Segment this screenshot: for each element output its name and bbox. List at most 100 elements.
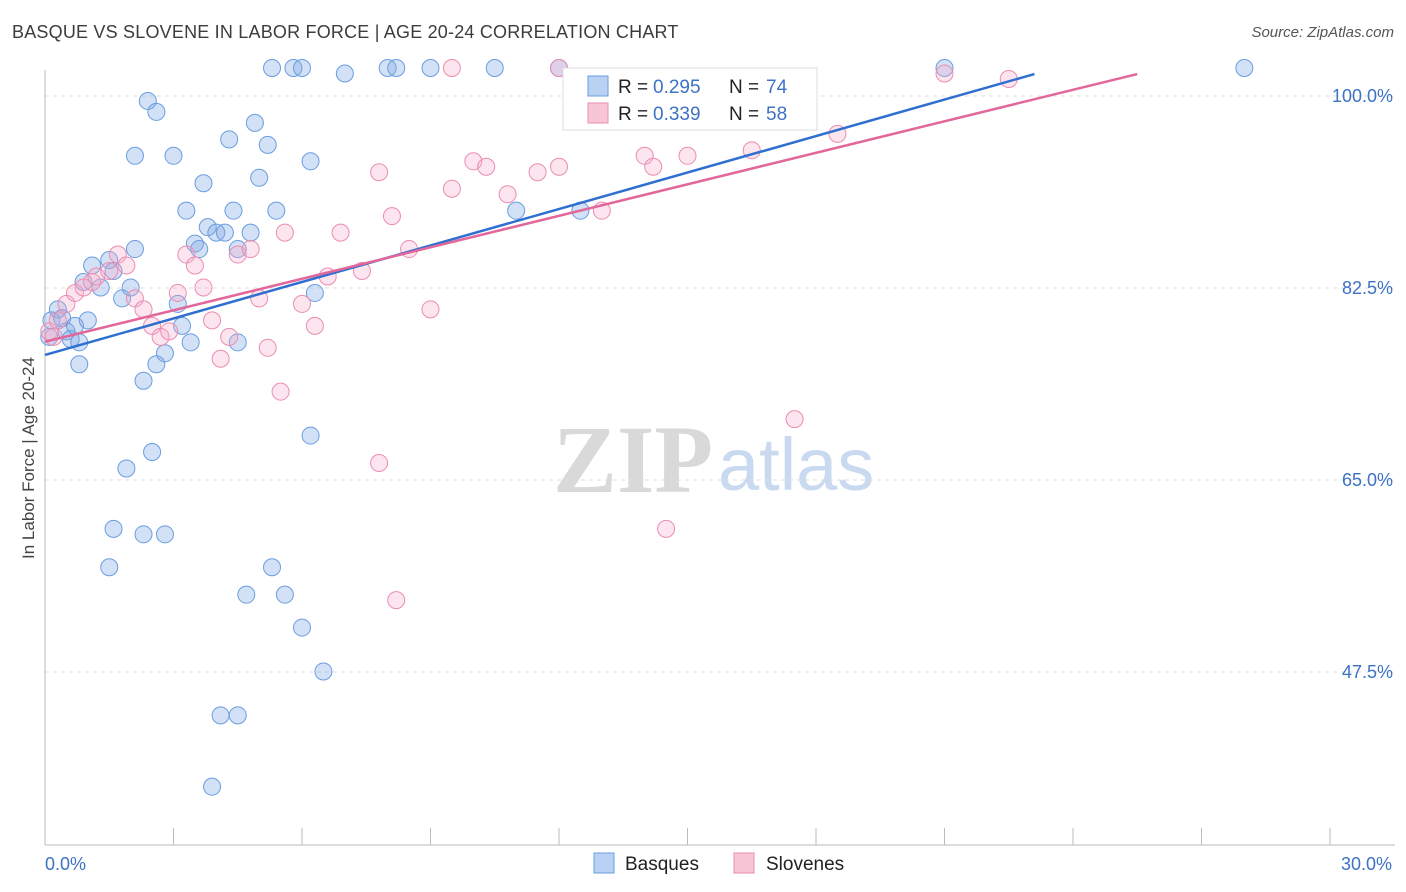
basques-point xyxy=(267,201,286,220)
slovenes-point xyxy=(185,256,204,275)
basques-point xyxy=(293,618,311,637)
slovenes-point xyxy=(644,157,663,176)
slovenes-point xyxy=(678,146,697,165)
legend-n-value-basques: 74 xyxy=(766,77,788,98)
slovenes-point xyxy=(305,316,324,335)
basques-point xyxy=(220,130,239,149)
watermark-atlas: atlas xyxy=(718,423,874,506)
slovenes-point xyxy=(74,278,93,297)
basques-point xyxy=(104,519,123,538)
x-tick-label-min: 0.0% xyxy=(45,854,86,874)
slovenes-point xyxy=(382,207,401,226)
y-tick-label: 100.0% xyxy=(1332,86,1393,106)
basques-point xyxy=(335,64,354,83)
axes xyxy=(44,70,1395,846)
basques-point xyxy=(83,256,102,275)
basques-point xyxy=(301,426,320,445)
legend-stats: R = 0.295 N = 74 R = 0.339 N = 58 xyxy=(562,67,818,131)
slovenes-point xyxy=(550,157,568,176)
legend-swatch-slovenes xyxy=(587,102,609,124)
trend-lines xyxy=(44,72,1138,357)
slovenes-point xyxy=(211,349,230,368)
x-tick-label-max: 30.0% xyxy=(1341,854,1392,874)
legend-bottom-label-slovenes: Slovenes xyxy=(766,854,844,875)
slovenes-trend-line xyxy=(44,72,1138,343)
slovenes-point xyxy=(785,410,804,429)
basques-point xyxy=(245,113,264,132)
basques-point xyxy=(224,201,243,220)
y-tick-label: 82.5% xyxy=(1342,278,1393,298)
slovenes-point xyxy=(271,382,290,401)
slovenes-point xyxy=(370,163,389,182)
basques-point xyxy=(228,706,247,725)
basques-point xyxy=(164,146,183,165)
slovenes-point xyxy=(203,311,222,330)
y-tick-label: 65.0% xyxy=(1342,470,1393,490)
basques-point xyxy=(263,558,282,577)
slovenes-point xyxy=(387,591,406,610)
slovenes-point xyxy=(258,338,277,357)
legend-r-value-basques: 0.295 xyxy=(653,77,701,98)
basques-point xyxy=(228,333,247,352)
basques-point xyxy=(147,102,166,121)
legend-r-value-slovenes: 0.339 xyxy=(653,104,701,125)
legend-n-value-slovenes: 58 xyxy=(766,104,787,125)
basques-point xyxy=(301,152,320,171)
legend-r-label-slovenes: R = xyxy=(618,104,653,125)
basques-point xyxy=(121,278,140,297)
basques-point xyxy=(143,443,162,462)
basques-point xyxy=(125,146,144,165)
slovenes-point xyxy=(370,454,389,472)
x-ticks xyxy=(44,828,1331,845)
basques-point xyxy=(100,251,119,270)
watermark-zip: ZIP xyxy=(553,406,713,513)
slovenes-point xyxy=(657,519,676,538)
y-axis-label: In Labor Force | Age 20-24 xyxy=(19,357,38,559)
basques-point xyxy=(314,662,333,681)
slovenes-point xyxy=(48,311,67,330)
slovenes-point xyxy=(160,322,179,341)
basques-point xyxy=(421,59,440,78)
basques-point xyxy=(237,585,256,604)
basques-point xyxy=(293,59,311,78)
basques-point xyxy=(155,344,174,363)
basques-point xyxy=(215,223,234,242)
basques-point xyxy=(305,283,324,302)
basques-point xyxy=(78,311,97,330)
legend-r-label-basques: R = xyxy=(618,77,653,98)
slovenes-point xyxy=(442,179,461,198)
slovenes-point xyxy=(293,294,311,313)
basques-points xyxy=(40,59,1254,796)
basques-point xyxy=(935,59,954,78)
slovenes-point xyxy=(168,283,187,302)
legend-series: Basques Slovenes xyxy=(593,852,844,875)
basques-point xyxy=(134,371,153,390)
slovenes-point xyxy=(65,283,84,302)
slovenes-point xyxy=(442,59,461,78)
chart-title: BASQUE VS SLOVENE IN LABOR FORCE | AGE 2… xyxy=(12,22,679,42)
basques-point xyxy=(258,135,277,154)
slovenes-point xyxy=(151,327,170,346)
basques-point xyxy=(194,174,213,193)
basques-point xyxy=(203,777,222,796)
basques-point xyxy=(198,218,217,237)
basques-point xyxy=(507,201,526,220)
slovenes-point xyxy=(935,64,954,83)
basques-trend-line xyxy=(44,72,1035,357)
basques-point xyxy=(387,59,406,78)
slovenes-point xyxy=(194,278,213,297)
basques-point xyxy=(155,525,174,544)
slovenes-point xyxy=(421,300,440,319)
basques-point xyxy=(125,240,144,259)
y-tick-labels: 47.5% 65.0% 82.5% 100.0% xyxy=(1332,86,1393,682)
basques-point xyxy=(211,706,230,725)
slovenes-point xyxy=(477,157,496,176)
basques-point xyxy=(1235,59,1254,78)
basques-point xyxy=(48,300,67,319)
legend-bottom-label-basques: Basques xyxy=(625,854,699,875)
legend-bottom-swatch-basques xyxy=(593,852,615,874)
slovenes-point xyxy=(528,163,547,182)
y-tick-label: 47.5% xyxy=(1342,662,1393,682)
slovenes-point xyxy=(117,256,136,275)
